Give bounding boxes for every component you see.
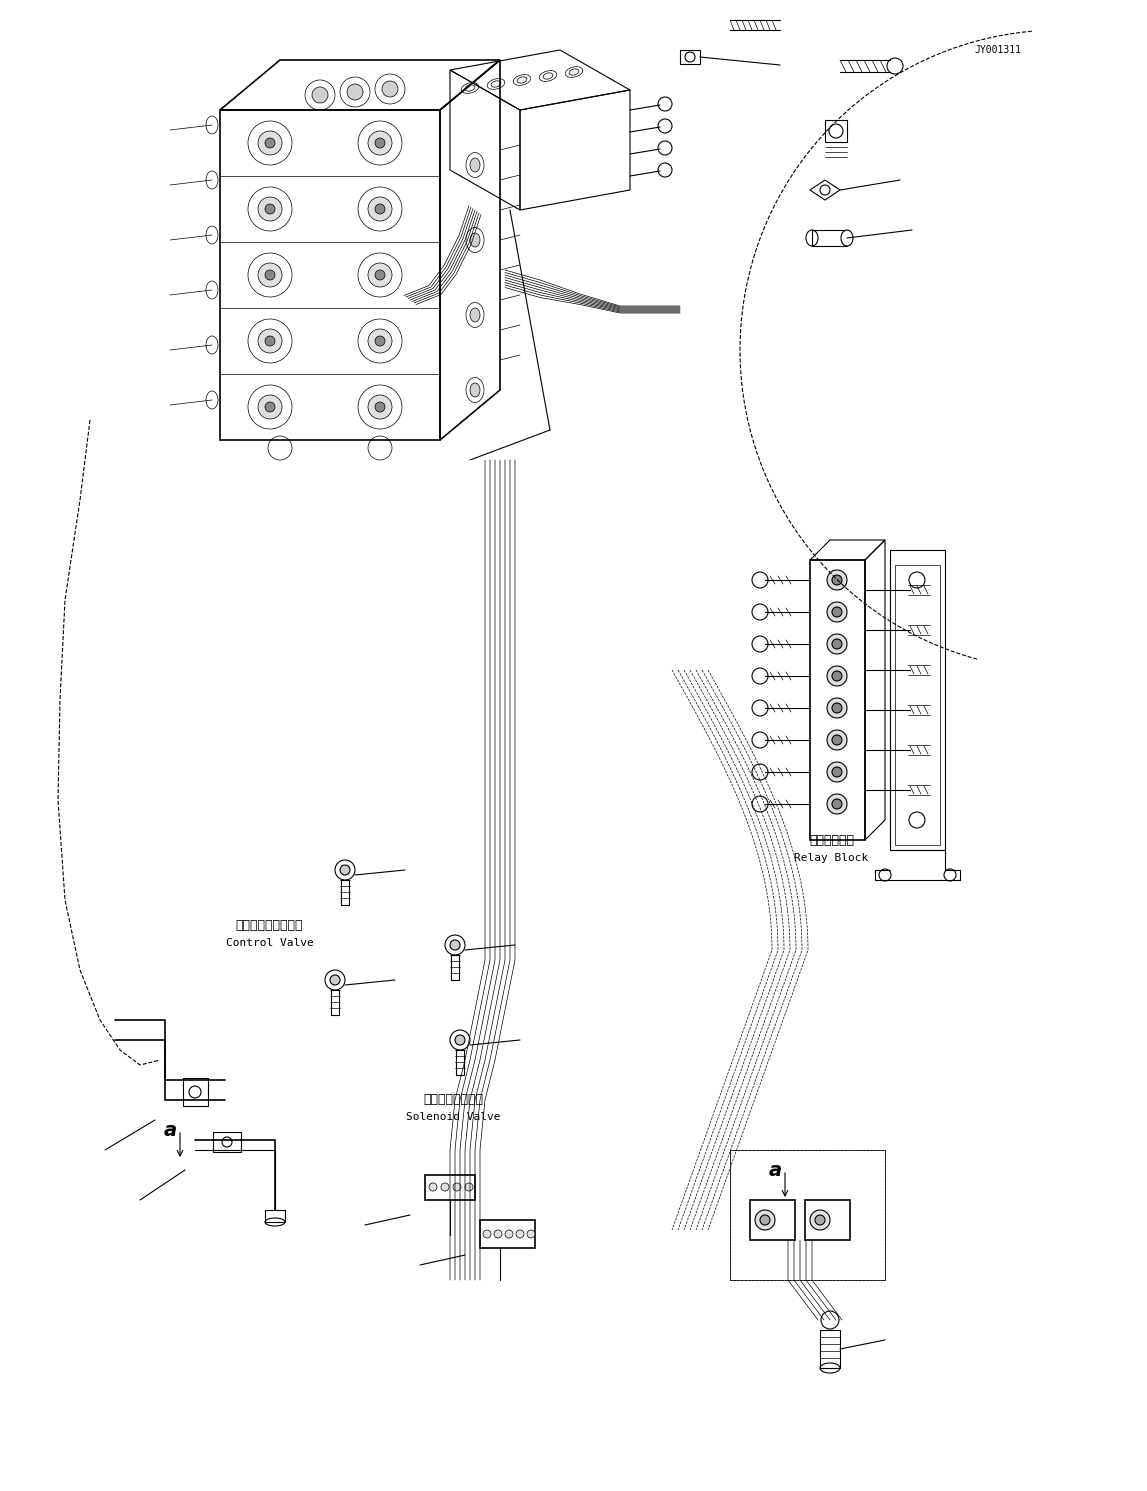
Ellipse shape (470, 309, 479, 322)
Circle shape (375, 270, 385, 280)
Circle shape (348, 83, 362, 100)
Circle shape (816, 1215, 825, 1226)
Bar (750, 1200, 795, 1241)
Circle shape (312, 86, 328, 103)
Circle shape (340, 865, 350, 875)
Bar (895, 565, 941, 845)
Circle shape (368, 395, 392, 419)
Circle shape (375, 335, 385, 346)
Circle shape (760, 1215, 770, 1226)
Bar (820, 1330, 840, 1369)
Text: コントロールバルブ: コントロールバルブ (236, 918, 303, 932)
Bar (426, 1175, 475, 1200)
Bar (680, 51, 700, 64)
Circle shape (832, 799, 842, 810)
Circle shape (505, 1230, 513, 1238)
Circle shape (526, 1230, 535, 1238)
Circle shape (827, 634, 846, 655)
Circle shape (375, 403, 385, 412)
Ellipse shape (517, 78, 526, 83)
Circle shape (827, 602, 846, 622)
Circle shape (455, 1035, 465, 1045)
Ellipse shape (841, 230, 853, 246)
Text: Control Valve: Control Valve (226, 938, 313, 948)
Circle shape (265, 403, 275, 412)
Bar (825, 119, 846, 142)
Circle shape (494, 1230, 502, 1238)
Bar (805, 1200, 850, 1241)
Bar (457, 1050, 465, 1075)
Circle shape (330, 975, 340, 986)
Circle shape (810, 1211, 830, 1230)
Circle shape (832, 671, 842, 681)
Circle shape (258, 197, 282, 221)
Bar (265, 1211, 284, 1223)
Circle shape (832, 766, 842, 777)
Circle shape (827, 731, 846, 750)
Bar (729, 1150, 885, 1279)
Circle shape (450, 939, 460, 950)
Circle shape (832, 640, 842, 649)
Circle shape (258, 262, 282, 286)
Circle shape (827, 795, 846, 814)
Circle shape (755, 1211, 775, 1230)
Circle shape (440, 1182, 448, 1191)
Ellipse shape (470, 158, 479, 171)
Circle shape (368, 197, 392, 221)
Ellipse shape (491, 81, 501, 86)
Circle shape (832, 702, 842, 713)
Circle shape (258, 395, 282, 419)
Text: a: a (768, 1160, 781, 1179)
Circle shape (375, 139, 385, 148)
Ellipse shape (470, 233, 479, 248)
Circle shape (265, 270, 275, 280)
Circle shape (827, 570, 846, 590)
Circle shape (368, 131, 392, 155)
Bar (729, 1150, 885, 1279)
Ellipse shape (465, 85, 475, 91)
Bar (331, 990, 340, 1015)
Circle shape (265, 204, 275, 215)
Circle shape (465, 1182, 473, 1191)
Text: Relay Block: Relay Block (795, 853, 868, 863)
Bar (451, 956, 459, 980)
Circle shape (483, 1230, 491, 1238)
Circle shape (382, 81, 398, 97)
Circle shape (516, 1230, 524, 1238)
Text: 中継ブロック: 中継ブロック (809, 833, 855, 847)
Bar (812, 230, 846, 246)
Circle shape (827, 762, 846, 781)
Bar (479, 1220, 535, 1248)
Circle shape (429, 1182, 437, 1191)
Circle shape (258, 131, 282, 155)
Circle shape (832, 576, 842, 584)
Ellipse shape (544, 73, 553, 79)
Circle shape (258, 330, 282, 353)
Circle shape (265, 335, 275, 346)
Ellipse shape (470, 383, 479, 397)
Circle shape (453, 1182, 461, 1191)
Circle shape (832, 735, 842, 746)
Text: Solenoid Valve: Solenoid Valve (406, 1112, 500, 1123)
Circle shape (827, 666, 846, 686)
Circle shape (368, 262, 392, 286)
Circle shape (265, 139, 275, 148)
Ellipse shape (569, 69, 579, 75)
Bar (213, 1132, 241, 1153)
Circle shape (368, 330, 392, 353)
Text: ソレノイドバルブ: ソレノイドバルブ (423, 1093, 483, 1106)
Bar (890, 550, 945, 850)
Circle shape (827, 698, 846, 719)
Circle shape (832, 607, 842, 617)
Bar (341, 880, 349, 905)
Bar (184, 1078, 208, 1106)
Circle shape (375, 204, 385, 215)
Text: JY001311: JY001311 (975, 45, 1021, 55)
Text: a: a (163, 1121, 177, 1139)
